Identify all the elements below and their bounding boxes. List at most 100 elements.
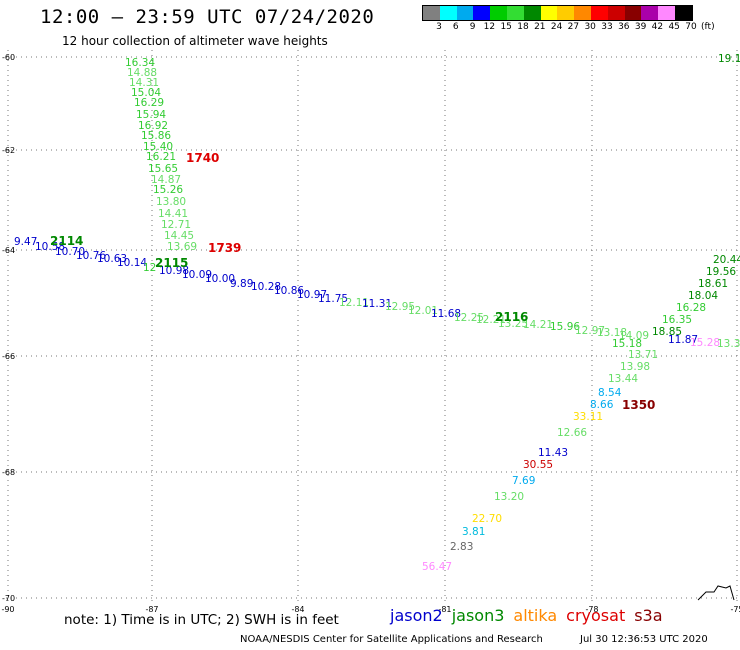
- wave-height-value: 14.21: [523, 319, 553, 331]
- color-scale-swatch: [473, 6, 491, 20]
- longitude-label: -75: [730, 605, 740, 614]
- wave-height-value: 13.71: [628, 349, 658, 361]
- wave-height-value: 13.98: [620, 361, 650, 373]
- wave-height-value: 33.11: [573, 411, 603, 423]
- color-scale-label: 33: [601, 22, 613, 32]
- wave-height-value: 19.56: [706, 266, 736, 278]
- wave-height-value: 15.40: [143, 141, 173, 153]
- wave-height-value: 13.3: [717, 338, 740, 350]
- color-scale-label: 45: [668, 22, 680, 32]
- color-scale-label: 9: [469, 22, 476, 32]
- color-scale-swatch: [506, 6, 524, 20]
- wave-height-value: 10.98: [159, 265, 189, 277]
- footer-organization: NOAA/NESDIS Center for Satellite Applica…: [240, 634, 543, 645]
- wave-height-value: 10.58: [35, 241, 65, 253]
- latitude-label: -68: [2, 468, 15, 477]
- color-scale-label: 27: [567, 22, 580, 32]
- wave-height-value: 15.94: [136, 109, 166, 121]
- wave-height-value: 14.41: [158, 208, 188, 220]
- wave-height-value: 11.43: [538, 447, 568, 459]
- legend-item-jason2: jason2: [390, 606, 443, 625]
- pass-time-label: 2116: [495, 310, 528, 324]
- wave-height-value: 16.92: [138, 120, 168, 132]
- color-scale-swatch: [540, 6, 558, 20]
- wave-height-value: 8.66: [590, 399, 614, 411]
- wave-height-value: 13.20: [494, 491, 524, 503]
- wave-height-value: 30.55: [523, 459, 553, 471]
- color-scale-label: 12: [483, 22, 496, 32]
- wave-height-value: 15.04: [131, 87, 161, 99]
- wave-height-value: 15.26: [153, 184, 183, 196]
- legend-item-s3a: s3a: [634, 606, 663, 625]
- legend-item-altika: altika: [513, 606, 558, 625]
- wave-height-value: 10.63: [97, 253, 127, 265]
- longitude-label: -90: [1, 605, 14, 614]
- wave-height-value: 10.97: [297, 289, 327, 301]
- wave-height-value: 12.21: [476, 314, 506, 326]
- latitude-label: -64: [2, 246, 15, 255]
- wave-height-value: 12.71: [161, 219, 191, 231]
- wave-height-value: 13.18: [597, 327, 627, 339]
- wave-height-value: 10.28: [251, 281, 281, 293]
- color-scale-label: 70: [685, 22, 697, 32]
- color-scale-swatch: [439, 6, 457, 20]
- wave-height-value: 12.01: [408, 305, 438, 317]
- wave-height-value: 18.04: [688, 290, 718, 302]
- legend-item-cryosat: cryosat: [566, 606, 626, 625]
- wave-height-value: 14.88: [127, 67, 157, 79]
- latitude-label: -60: [2, 53, 15, 62]
- color-scale-label: 3: [436, 22, 442, 32]
- color-scale-labels: 3 6 9 12 15 18 21 24 27 30 33 36 39 42 45 70 (ft): [422, 22, 740, 34]
- color-scale-label: 21: [534, 22, 546, 32]
- wave-height-value: 10.09: [182, 269, 212, 281]
- pass-time-label: 1739: [208, 241, 241, 255]
- wave-height-value: 15.28: [690, 337, 720, 349]
- wave-height-value: 18.85: [652, 326, 682, 338]
- longitude-label: -81: [438, 605, 451, 614]
- wave-height-value: 15.96: [550, 321, 580, 333]
- wave-height-value: 14.09: [619, 330, 649, 342]
- wave-height-value: 10.76: [76, 250, 106, 262]
- pass-time-label: 2115: [155, 256, 188, 270]
- wave-height-value: 10.70: [55, 246, 85, 258]
- wave-height-value: 15.18: [612, 338, 642, 350]
- wave-height-value: 13.25: [498, 318, 528, 330]
- footer-timestamp: Jul 30 12:36:53 UTC 2020: [580, 634, 708, 645]
- latitude-label: -70: [2, 594, 15, 603]
- wave-height-value: 13.69: [167, 241, 197, 253]
- longitude-label: -87: [145, 605, 158, 614]
- wave-height-value: 14.31: [129, 77, 159, 89]
- footer-note: note: 1) Time is in UTC; 2) SWH is in fe…: [64, 612, 339, 628]
- wave-height-value: 16.35: [662, 314, 692, 326]
- color-scale-swatch: [624, 6, 642, 20]
- wave-height-value: 12.95: [385, 301, 415, 313]
- wave-height-value: 20.44: [713, 254, 740, 266]
- map-subtitle: 12 hour collection of altimeter wave hei…: [62, 34, 328, 48]
- wave-height-value: 16.21: [146, 151, 176, 163]
- color-scale-swatch: [523, 6, 541, 20]
- map-grid: [6, 50, 740, 602]
- color-scale-label: 24: [550, 22, 563, 32]
- wave-height-value: 11.68: [431, 308, 461, 320]
- satellite-legend: jason2 jason3 altika cryosat s3a: [390, 606, 672, 625]
- color-scale-swatch: [607, 6, 625, 20]
- longitude-label: -84: [291, 605, 304, 614]
- wave-height-value: 11.31: [362, 298, 392, 310]
- wave-height-value: 12.66: [557, 427, 587, 439]
- wave-height-value: 13.80: [156, 196, 186, 208]
- wave-height-value: 12: [143, 262, 156, 274]
- wave-height-value: 16.28: [676, 302, 706, 314]
- wave-height-value: 15.86: [141, 130, 171, 142]
- wave-height-value: 9.47: [14, 236, 37, 248]
- wave-height-value: 19.1: [718, 53, 740, 65]
- axis-labels: -90 -87 -84 -81 -78 -75 -60 -62 -64 -66 -68 -70: [1, 53, 740, 614]
- wave-height-value: 8.54: [598, 387, 622, 399]
- wave-height-value: 9.89: [230, 278, 253, 290]
- color-scale-swatch: [658, 6, 675, 20]
- color-scale-swatch: [674, 6, 692, 20]
- wave-height-value: 12.97: [575, 325, 605, 337]
- color-scale-label: 39: [634, 22, 647, 32]
- color-scale-swatch: [641, 6, 659, 20]
- longitude-label: -78: [585, 605, 598, 614]
